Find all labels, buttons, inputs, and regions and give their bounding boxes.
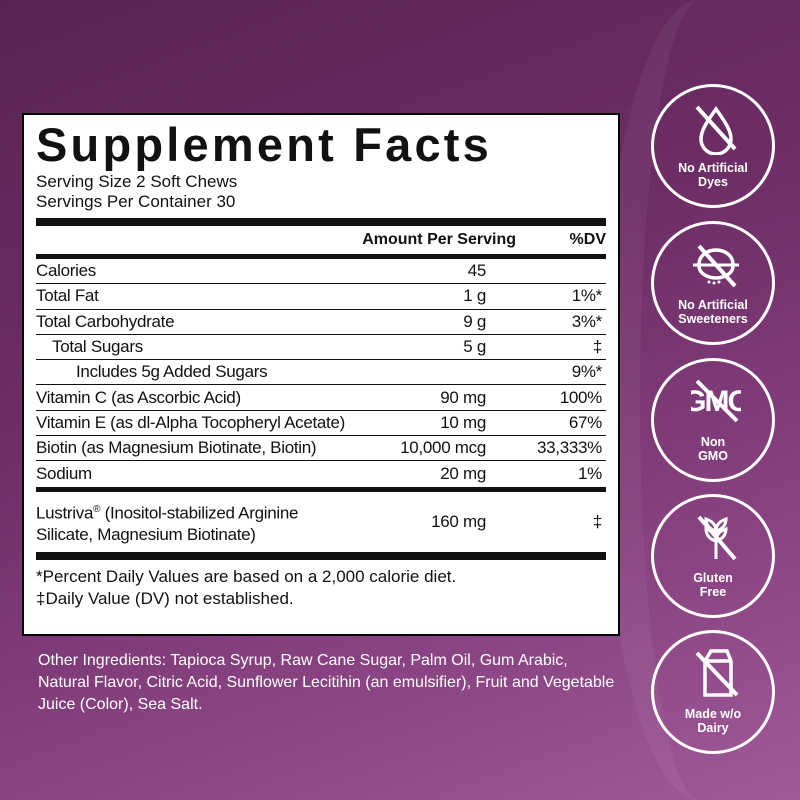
nutrient-dv: 1%*: [571, 286, 603, 306]
divider: [36, 218, 606, 226]
footnotes: *Percent Daily Values are based on a 2,0…: [36, 566, 606, 610]
nutrient-name: Sodium: [36, 464, 92, 484]
nutrient-name: Vitamin E (as dl-Alpha Tocopheryl Acetat…: [36, 412, 345, 432]
nutrient-amount: 1 g: [463, 286, 486, 306]
blend-brand: Lustriva: [36, 503, 94, 523]
facts-row: Vitamin C (as Ascorbic Acid) 90 mg 100%: [36, 385, 606, 411]
badge-label: Made w/o Dairy: [654, 707, 772, 735]
no-drop-icon: [695, 105, 737, 155]
no-sweetener-icon: [693, 244, 739, 288]
facts-row: Total Fat 1 g 1%*: [36, 284, 606, 310]
footnote-not-established: ‡Daily Value (DV) not established.: [36, 588, 294, 608]
nutrient-amount: 10,000 mcg: [400, 438, 486, 458]
header-amount: Amount Per Serving: [362, 231, 516, 248]
badge-label-line1: No Artificial: [678, 298, 748, 312]
badge-label-line2: Free: [699, 585, 727, 599]
nutrient-amount: 9 g: [463, 311, 486, 331]
blend-dv: ‡: [592, 511, 602, 531]
nutrient-name: Total Carbohydrate: [36, 311, 175, 331]
divider: [36, 486, 606, 492]
blend-name-line2: Silicate, Magnesium Biotinate): [36, 524, 256, 544]
nutrient-name: Biotin (as Magnesium Biotinate, Biotin): [36, 438, 317, 458]
facts-row: Includes 5g Added Sugars 9%*: [36, 360, 606, 386]
facts-row: Total Sugars 5 g ‡: [36, 335, 606, 361]
badge-label-line2: Dyes: [698, 175, 728, 189]
nutrient-name: Calories: [36, 261, 96, 281]
nutrient-name: Total Fat: [36, 286, 99, 306]
nutrient-amount: 90 mg: [440, 387, 486, 407]
badge-label: Non GMO: [654, 435, 772, 463]
badge-no-milk: Made w/o Dairy: [651, 630, 775, 754]
no-milk-icon: [695, 649, 739, 697]
badge-label-line1: Made w/o: [684, 707, 742, 721]
nutrient-amount: 10 mg: [440, 412, 486, 432]
supplement-facts-panel: Supplement Facts Serving Size 2 Soft Che…: [22, 113, 620, 636]
badge-label-line2: Dairy: [697, 721, 729, 735]
nutrient-dv: 100%: [559, 387, 603, 407]
badge-label-line2: GMO: [698, 449, 728, 463]
blend-name: (Inositol-stabilized Arginine: [100, 503, 299, 523]
badge-label-line2: Sweeteners: [678, 312, 748, 326]
badge-label: Gluten Free: [654, 571, 772, 599]
no-wheat-icon: [697, 515, 737, 561]
facts-header: Amount Per Serving %DV: [36, 226, 606, 254]
facts-title: Supplement Facts: [36, 118, 493, 171]
badge-label-line1: No Artificial: [678, 161, 748, 175]
facts-row: Sodium 20 mg 1%: [36, 461, 606, 486]
nutrient-dv: 9%*: [571, 362, 603, 382]
other-ingredients: Other Ingredients: Tapioca Syrup, Raw Ca…: [38, 652, 615, 713]
facts-row: Biotin (as Magnesium Biotinate, Biotin) 1…: [36, 436, 606, 462]
nutrient-amount: 5 g: [463, 337, 486, 357]
serving-size: Serving Size 2 Soft Chews: [36, 172, 238, 191]
nutrient-name: Total Sugars: [52, 337, 143, 357]
nutrient-dv: ‡: [592, 337, 602, 357]
blend-name-cell: Lustriva® (Inositol-stabilized Arginine S…: [36, 499, 356, 545]
nutrient-dv: 3%*: [571, 311, 603, 331]
header-dv: %DV: [569, 231, 606, 248]
gmo-icon: GMO: [691, 379, 741, 423]
badge-label: No Artificial Sweeteners: [654, 298, 772, 326]
badge-label: No Artificial Dyes: [654, 161, 772, 189]
nutrient-amount: 45: [467, 261, 487, 281]
badge-no-sweetener: No Artificial Sweeteners: [651, 221, 775, 345]
facts-row: Calories 45: [36, 259, 606, 285]
badge-label-line1: Non: [700, 435, 726, 449]
blend-amount: 160 mg: [431, 511, 486, 531]
facts-rows: Calories 45 Total Fat 1 g 1%* Total Carbohydr…: [36, 259, 606, 487]
badge-gmo: GMONonGMO: [651, 358, 775, 482]
nutrient-name: Includes 5g Added Sugars: [76, 362, 268, 382]
nutrient-dv: 1%: [578, 464, 602, 484]
nutrient-dv: 67%: [568, 412, 602, 432]
servings-per-container: Servings Per Container 30: [36, 192, 236, 211]
nutrient-name: Vitamin C (as Ascorbic Acid): [36, 387, 241, 407]
nutrient-amount: 20 mg: [440, 464, 486, 484]
facts-row: Vitamin E (as dl-Alpha Tocopheryl Acetat…: [36, 411, 606, 437]
divider: [36, 254, 606, 259]
badge-no-drop: No Artificial Dyes: [651, 84, 775, 208]
footnote-dv: *Percent Daily Values are based on a 2,0…: [36, 566, 457, 586]
badge-no-wheat: Gluten Free: [651, 494, 775, 618]
divider: [36, 551, 606, 560]
registered-mark: ®: [93, 503, 101, 515]
badge-label-line1: Gluten: [693, 571, 733, 585]
nutrient-dv: 33,333%: [536, 438, 602, 458]
facts-row: Total Carbohydrate 9 g 3%*: [36, 310, 606, 335]
facts-row-blend: Lustriva® (Inositol-stabilized Arginine S…: [36, 492, 606, 552]
